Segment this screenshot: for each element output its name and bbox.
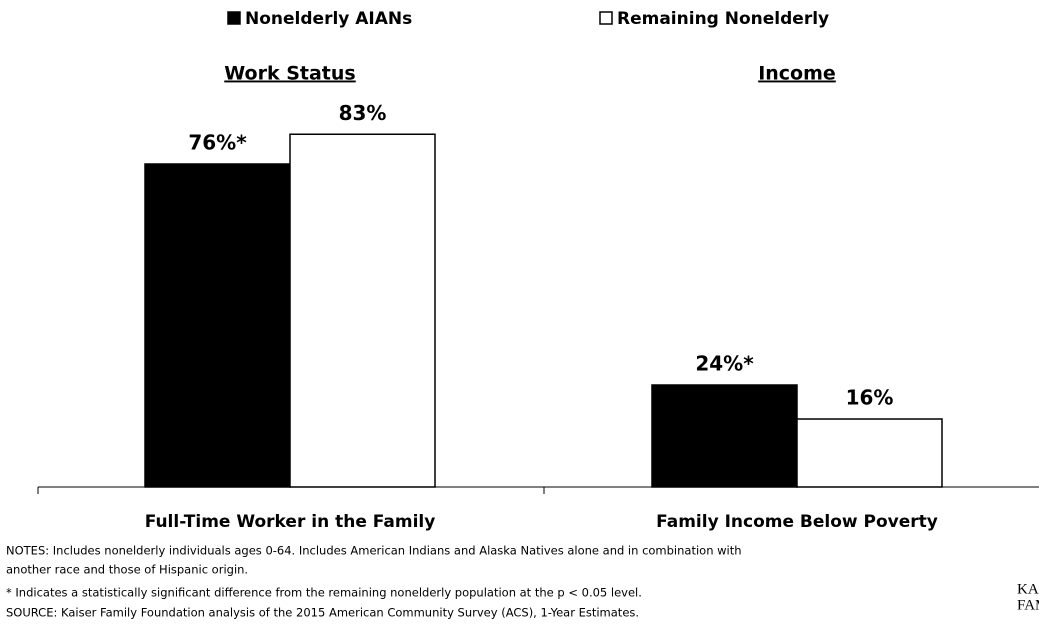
note: * Indicates a statistically significant …: [6, 586, 642, 600]
note: SOURCE: Kaiser Family Foundation analysi…: [6, 606, 639, 620]
group-title: Work Status: [224, 63, 355, 85]
bar: [289, 133, 436, 488]
group-title: Income: [758, 63, 836, 85]
value-label: 76%*: [188, 131, 247, 155]
note: NOTES: Includes nonelderly individuals a…: [6, 544, 742, 558]
value-label: 16%: [846, 386, 894, 410]
logo: KAI: [1017, 581, 1039, 597]
note: another race and those of Hispanic origi…: [6, 563, 248, 577]
bar: [651, 384, 798, 488]
logo: FAM: [1017, 597, 1039, 613]
legend-label: Nonelderly AIANs: [245, 9, 412, 29]
bar: [144, 163, 291, 488]
x-tick-label: Family Income Below Poverty: [656, 512, 938, 532]
value-label: 83%: [339, 101, 387, 125]
legend-swatch: [599, 11, 613, 25]
x-tick-label: Full-Time Worker in the Family: [145, 512, 436, 532]
value-label: 24%*: [695, 352, 754, 376]
legend-swatch: [227, 11, 241, 25]
legend-label: Remaining Nonelderly: [617, 9, 829, 29]
bar: [796, 418, 943, 488]
